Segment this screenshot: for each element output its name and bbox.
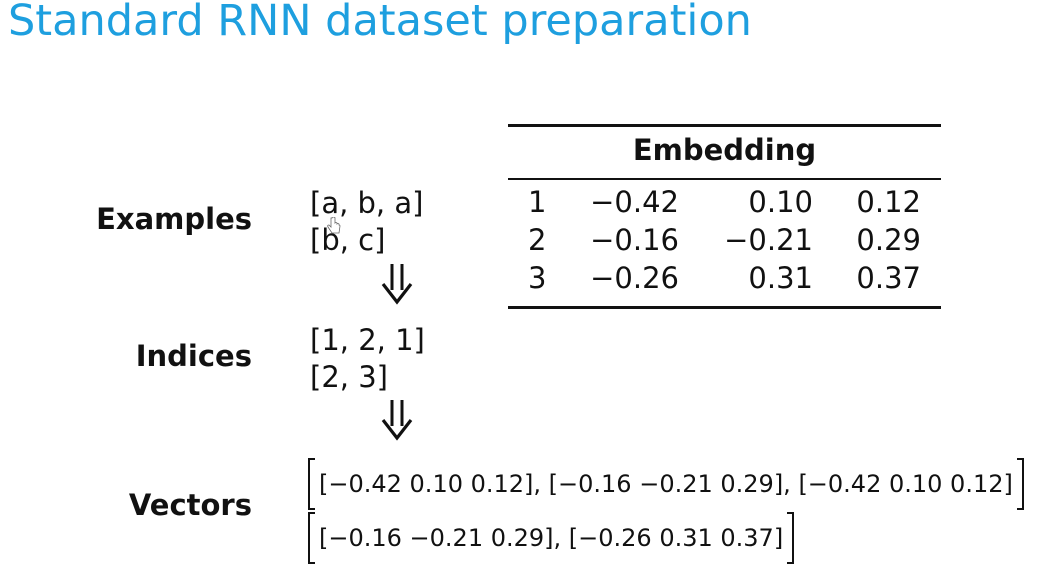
row-value: 0.10 (748, 185, 813, 219)
table-bottom-rule (508, 306, 941, 309)
double-down-arrow-icon (379, 262, 415, 306)
vectors-label: Vectors (129, 488, 252, 522)
indices-list: [1, 2, 1] [2, 3] (310, 322, 425, 396)
vector-sequence: [−0.42 0.10 0.12], [−0.16 −0.21 0.29], [… (319, 470, 1013, 498)
open-bracket (308, 512, 315, 564)
vector-sequence: [−0.16 −0.21 0.29], [−0.26 0.31 0.37] (319, 524, 783, 552)
examples-label: Examples (96, 202, 252, 236)
embedding-header: Embedding (508, 133, 941, 167)
embedding-rows: 1 −0.42 0.10 0.12 2 −0.16 −0.21 0.29 3 −… (508, 185, 941, 299)
table-row: 2 −0.16 −0.21 0.29 (508, 223, 941, 261)
row-value: 0.31 (748, 261, 813, 295)
vector-line: [−0.16 −0.21 0.29], [−0.26 0.31 0.37] (308, 512, 794, 564)
table-top-rule (508, 124, 941, 127)
hand-cursor-icon (326, 217, 342, 235)
row-value: −0.42 (590, 185, 679, 219)
table-mid-rule (508, 178, 941, 180)
row-value: −0.26 (590, 261, 679, 295)
table-row: 3 −0.26 0.31 0.37 (508, 261, 941, 299)
row-value: −0.16 (590, 223, 679, 257)
embedding-table: Embedding 1 −0.42 0.10 0.12 2 −0.16 −0.2… (508, 124, 941, 309)
row-index: 2 (528, 223, 546, 257)
index-item: [1, 2, 1] (310, 322, 425, 359)
vector-line: [−0.42 0.10 0.12], [−0.16 −0.21 0.29], [… (308, 458, 1024, 510)
close-bracket (787, 512, 794, 564)
double-down-arrow-icon (379, 398, 415, 442)
row-value: −0.21 (724, 223, 813, 257)
index-item: [2, 3] (310, 359, 425, 396)
row-index: 3 (528, 261, 546, 295)
row-index: 1 (528, 185, 546, 219)
indices-label: Indices (136, 339, 252, 373)
open-bracket (308, 458, 315, 510)
close-bracket (1017, 458, 1024, 510)
row-value: 0.29 (856, 223, 921, 257)
row-value: 0.12 (856, 185, 921, 219)
table-row: 1 −0.42 0.10 0.12 (508, 185, 941, 223)
slide-title: Standard RNN dataset preparation (8, 0, 752, 46)
row-value: 0.37 (856, 261, 921, 295)
